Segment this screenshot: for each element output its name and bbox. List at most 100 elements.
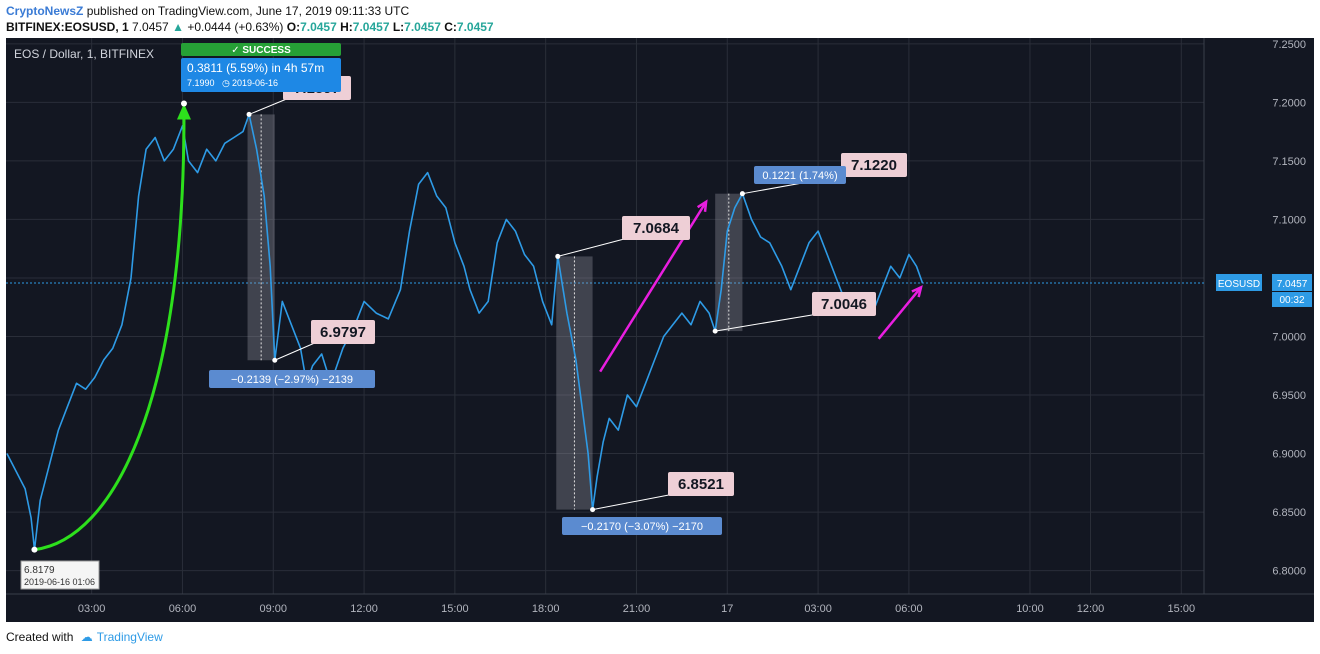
target-point-dot: [180, 100, 187, 107]
time-axis[interactable]: 03:00 06:00 09:00 12:00 15:00 18:00 21:00 17 03:…: [6, 593, 1314, 615]
close-label: C:: [444, 20, 457, 34]
last-price: 7.0457: [132, 20, 169, 34]
price-labels: 7.18976.97977.06846.85217.12207.0046−0.2…: [20, 43, 907, 590]
last-price-tag: EOSUSD 7.0457 00:32: [1216, 273, 1312, 307]
publish-text: published on TradingView.com, June 17, 2…: [86, 4, 410, 18]
countdown-text: 00:32: [1279, 295, 1304, 306]
label-point-dot: [555, 253, 561, 259]
price-tick-label: 7.2500: [1272, 39, 1306, 51]
label-pointer: [592, 493, 675, 511]
symbol-tag-text: EOSUSD: [1218, 279, 1260, 290]
price-tick-label: 7.0000: [1272, 331, 1306, 343]
measure-info-text: −0.2139 (−2.97%) −2139: [231, 374, 353, 386]
price-axis[interactable]: 7.25007.20007.15007.10007.05007.00006.95…: [1203, 38, 1314, 622]
time-tick-label: 09:00: [259, 603, 287, 615]
low-marker-box: [20, 560, 100, 590]
label-point-dot: [272, 357, 278, 363]
time-tick-label: 18:00: [532, 603, 560, 615]
price-tag-text: 7.0457: [1277, 279, 1308, 290]
price-label-text: 6.9797: [320, 324, 366, 341]
measure-info-box: [562, 517, 722, 535]
open-label: O:: [286, 20, 301, 34]
measure-info-text: −0.2170 (−3.07%) −2170: [581, 521, 703, 533]
time-tick-label: 12:00: [350, 603, 378, 615]
label-pointer: [274, 341, 318, 361]
measure-rectangle: [556, 256, 593, 510]
publisher-link[interactable]: CryptoNewsZ: [6, 4, 84, 18]
price-label-box: [841, 153, 907, 177]
target-info-line2: 7.1990: [187, 78, 215, 88]
chart-title: EOS / Dollar, 1, BITFINEX: [14, 47, 154, 61]
time-tick-label: 03:00: [78, 603, 106, 615]
footer: Created with ☁ TradingView: [6, 630, 163, 644]
tradingview-link[interactable]: TradingView: [96, 630, 163, 644]
tradingview-cloud-icon: ☁: [80, 630, 93, 644]
success-badge: [181, 43, 341, 56]
price-tick-label: 6.9500: [1272, 390, 1306, 402]
time-tick-label: 03:00: [804, 603, 832, 615]
success-badge-text: ✓ SUCCESS: [231, 45, 291, 56]
price-tag-box: [1272, 273, 1312, 291]
label-point-dot: [590, 507, 596, 513]
price-tick-label: 6.8500: [1272, 507, 1306, 519]
high-label: H:: [340, 20, 353, 34]
price-tick-label: 7.1000: [1272, 214, 1306, 226]
up-triangle-icon: ▲: [172, 20, 184, 34]
price-tick-label: 6.9000: [1272, 449, 1306, 461]
green-trend-arrow: [34, 117, 186, 552]
time-tick-label: 06:00: [895, 603, 923, 615]
target-info-line1: 0.3811 (5.59%) in 4h 57m: [187, 61, 324, 75]
low-point-dot: [31, 546, 38, 553]
chart-area[interactable]: 7.25007.20007.15007.10007.05007.00006.95…: [6, 38, 1314, 622]
label-pointer: [557, 237, 629, 257]
label-point-dot: [712, 328, 718, 334]
magenta-arrow-1-head-icon: [696, 199, 708, 212]
time-tick-label: 10:00: [1016, 603, 1044, 615]
publish-line: CryptoNewsZ published on TradingView.com…: [6, 4, 409, 18]
low-value: 7.0457: [404, 20, 441, 34]
magenta-arrow-2-head-icon: [911, 285, 923, 298]
low-marker-price: 6.8179: [24, 565, 55, 576]
magenta-arrow-2: [877, 286, 922, 340]
price-label-text: 7.1220: [851, 157, 897, 174]
price-tick-label: 7.2000: [1272, 97, 1306, 109]
measure-rectangles: [247, 114, 743, 510]
close-value: 7.0457: [456, 20, 494, 34]
price-label-box: [668, 472, 734, 496]
target-info-box: [181, 58, 341, 92]
price-label-text: 6.8521: [678, 476, 724, 493]
ohlc-line: BITFINEX:EOSUSD, 1 7.0457 ▲ +0.0444 (+0.…: [6, 20, 494, 34]
label-point-dot: [246, 111, 252, 117]
open-value: 7.0457: [300, 20, 337, 34]
price-label-box: [812, 292, 876, 316]
price-axis-panel: [1204, 38, 1314, 622]
time-tick-label: 15:00: [441, 603, 469, 615]
label-point-dot: [739, 191, 745, 197]
time-tick-label: 17: [721, 603, 733, 615]
symbol-label: BITFINEX:EOSUSD, 1: [6, 20, 129, 34]
price-tick-label: 7.1500: [1272, 156, 1306, 168]
label-pointer: [248, 97, 290, 115]
price-label-box: [622, 216, 690, 240]
time-tick-label: 06:00: [169, 603, 197, 615]
measure-info-text: 0.1221 (1.74%): [762, 170, 837, 182]
price-label-box: [311, 320, 375, 344]
price-series-line: [6, 113, 924, 551]
high-value: 7.0457: [352, 20, 390, 34]
label-pointer: [715, 313, 819, 332]
time-tick-label: 21:00: [623, 603, 651, 615]
target-info-line3: 2019-06-16: [232, 78, 278, 88]
green-arrowhead-icon: [176, 103, 191, 120]
created-with-label: Created with: [6, 630, 74, 644]
measure-info-box: [754, 166, 846, 184]
measure-info-box: [209, 370, 375, 388]
symbol-tag-box: [1216, 273, 1262, 291]
countdown-box: [1272, 291, 1312, 307]
low-marker-date: 2019-06-16 01:06: [24, 577, 95, 587]
price-chart[interactable]: 7.25007.20007.15007.10007.05007.00006.95…: [6, 38, 1314, 622]
low-label: L:: [392, 20, 405, 34]
grid: [6, 38, 1204, 594]
change-value: +0.0444 (+0.63%): [187, 20, 284, 34]
price-tick-label: 6.8000: [1272, 566, 1306, 578]
clock-icon: ◷: [222, 78, 230, 88]
